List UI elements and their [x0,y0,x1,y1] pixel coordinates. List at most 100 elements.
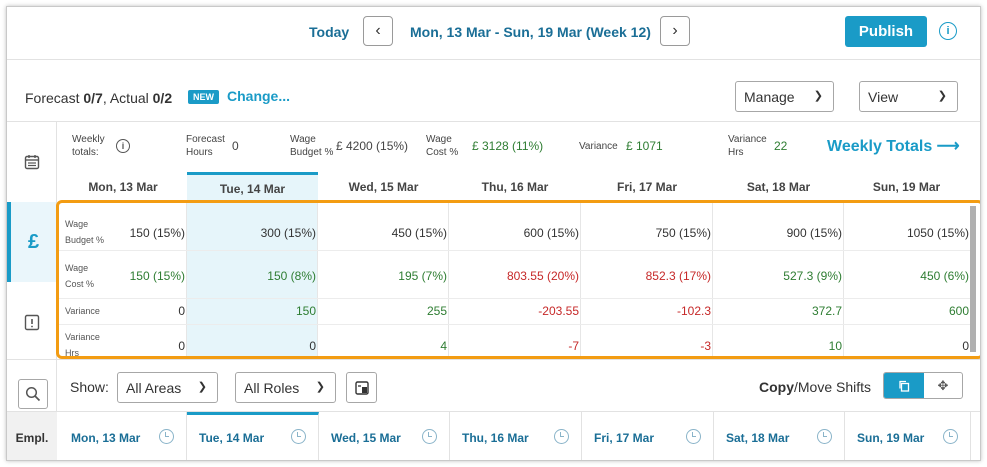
employee-day-label: Sat, 18 Mar [726,431,790,445]
row-label-variance: Variance [65,306,100,316]
day-header-sun: Sun, 19 Mar [872,180,941,194]
today-button[interactable]: Today [309,24,350,40]
areas-dropdown[interactable]: All Areas ❯ [117,372,218,403]
day-header-wed: Wed, 15 Mar [348,180,419,194]
wage-budget-value: £ 4200 (15%) [336,139,409,153]
variance-hrs-mon: 0 [178,339,185,353]
publish-button[interactable]: Publish [845,16,927,47]
search-icon [25,386,41,402]
variance-label: Variance [579,141,618,152]
variance-sat: 372.7 [811,304,842,318]
variance-wed: 255 [426,304,447,318]
grid-col-wed [318,202,449,357]
row-divider [59,298,971,299]
employee-day-sat[interactable]: Sat, 18 Mar [714,412,845,460]
row-label-line: Variance [65,332,100,342]
clock-icon[interactable] [554,429,569,444]
week-range-label: Mon, 13 Mar - Sun, 19 Mar (Week 12) [410,24,651,40]
view-dropdown[interactable]: View ❯ [859,81,958,112]
roles-dropdown[interactable]: All Roles ❯ [235,372,336,403]
clock-icon[interactable] [159,429,174,444]
wage-cost-sun: 450 (6%) [920,269,969,283]
previous-week-button[interactable]: ‹ [363,16,393,46]
row-label-wage-budget: Wage Budget % [65,216,104,248]
day-header-row: Mon, 13 Mar Tue, 14 Mar Wed, 15 Mar Thu,… [59,172,969,202]
wage-budget-wed: 450 (15%) [391,226,447,240]
employee-day-thu[interactable]: Thu, 16 Mar [450,412,582,460]
clock-icon[interactable] [943,429,958,444]
employee-day-tue[interactable]: Tue, 14 Mar [187,412,319,460]
row-label-variance-hrs: Variance Hrs [65,329,100,361]
employee-day-sun[interactable]: Sun, 19 Mar [845,412,971,460]
variance-hrs-thu: -7 [568,339,579,353]
forecast-value: 0/7 [83,90,103,106]
variance-tue: 150 [295,304,316,318]
day-header-sat: Sat, 18 Mar [746,180,811,194]
roles-label: All Roles [244,379,300,396]
manage-dropdown[interactable]: Manage ❯ [735,81,834,112]
wage-cost-mon: 150 (15%) [129,269,185,283]
employee-day-fri[interactable]: Fri, 17 Mar [582,412,714,460]
rail-calendar[interactable] [7,122,56,202]
wage-cost-label: Wage Cost % [426,133,458,159]
wage-budget-thu: 600 (15%) [523,226,579,240]
change-link[interactable]: Change... [227,88,291,104]
vh-line1: Variance [728,134,767,145]
variance-sun: 600 [948,304,969,318]
weekly-totals-link[interactable]: Weekly Totals ⟶ [827,138,960,155]
wage-budget-sat: 900 (15%) [786,226,842,240]
info-icon[interactable]: i [939,22,957,40]
wage-cost-tue: 150 (8%) [267,269,316,283]
shift-actions-button[interactable] [346,372,377,403]
day-header-thu: Thu, 16 Mar [481,180,549,194]
next-week-button[interactable]: › [660,16,690,46]
forecast-bar: Forecast 0/7, Actual 0/2 NEW Change... M… [7,60,980,122]
wc-line1: Wage [426,134,452,145]
grid-col-tue [187,202,318,357]
employee-day-label: Wed, 15 Mar [331,431,401,445]
view-label: View [868,88,899,105]
forecast-label: Forecast [25,90,84,106]
manage-label: Manage [744,88,795,105]
clock-icon[interactable] [817,429,832,444]
employee-day-row: Empl. Mon, 13 Mar Tue, 14 Mar Wed, 15 Ma… [7,411,980,460]
row-divider [59,324,971,325]
weekly-totals-strip: Weekly totals: i Forecast Hours 0 Wage B… [57,122,980,172]
employee-day-label: Fri, 17 Mar [594,431,655,445]
grid-scrollbar[interactable] [970,206,976,352]
variance-hrs-wed: 4 [440,339,447,353]
fh-line2: Hours [186,147,213,158]
variance-mon: 0 [178,304,185,318]
chevron-right-icon: › [672,22,678,39]
rail-pound[interactable]: £ [7,202,56,282]
day-header-tue: Tue, 14 Mar [187,172,318,202]
copy-move-toggle[interactable]: ✥ [883,372,963,399]
vh-line2: Hrs [728,147,744,158]
shift-toolbar: Show: All Areas ❯ All Roles ❯ Copy/Move … [7,359,980,411]
employee-day-mon[interactable]: Mon, 13 Mar [59,412,187,460]
clipboard-alert-icon [24,314,39,331]
forecast-hours-value: 0 [232,139,239,153]
grid-col-fri [581,202,713,357]
row-divider [59,250,971,251]
clock-icon[interactable] [422,429,437,444]
info-icon[interactable]: i [116,139,130,153]
clock-icon[interactable] [686,429,701,444]
wage-cost-thu: 803.55 (20%) [506,269,579,283]
employee-day-wed[interactable]: Wed, 15 Mar [319,412,450,460]
clock-icon[interactable] [291,429,306,444]
variance-hrs-sun: 0 [962,339,969,353]
move-mode-button[interactable]: ✥ [924,373,962,398]
calendar-swap-icon [354,380,369,395]
show-label: Show: [70,379,109,395]
wage-budget-sun: 1050 (15%) [906,226,969,240]
search-button[interactable] [18,379,48,409]
grid-col-thu [449,202,581,357]
copy-mode-button[interactable] [884,373,924,398]
employee-day-label: Mon, 13 Mar [71,431,141,445]
wage-cost-value: £ 3128 (11%) [472,139,544,153]
rail-alert[interactable] [7,282,56,362]
actual-label: , Actual [102,90,153,106]
wb-line1: Wage [290,134,316,145]
wage-budget-label: Wage Budget % [290,133,333,159]
